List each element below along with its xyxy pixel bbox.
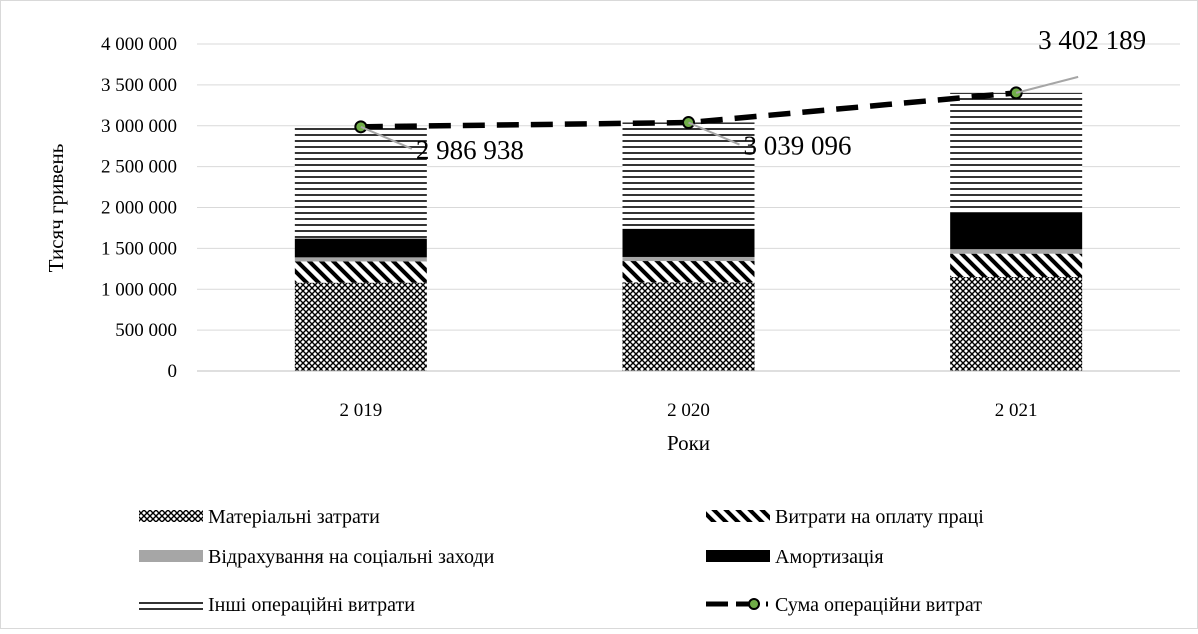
bar-segment-4 <box>622 228 755 257</box>
data-label-leader <box>688 121 740 146</box>
legend-swatch <box>139 550 203 562</box>
legend-item: Інші операційні витрати <box>139 594 415 616</box>
legend-item: Витрати на оплату праці <box>706 506 984 528</box>
bar-segment-3 <box>622 256 755 262</box>
bar-segment-4 <box>294 238 427 258</box>
x-axis-title: Роки <box>667 431 710 455</box>
data-label-leader <box>360 125 413 150</box>
bar-segment-1 <box>950 276 1083 371</box>
bar-segment-5 <box>622 122 755 229</box>
legend-label: Матеріальні затрати <box>208 506 380 528</box>
legend-label: Сума операційни витрат <box>775 594 982 616</box>
bar-segment-3 <box>294 257 427 262</box>
y-tick-label: 3 000 000 <box>101 116 177 137</box>
bar-segment-4 <box>950 212 1083 250</box>
legend-item: Сума операційни витрат <box>706 594 982 616</box>
x-tick-label: 2 019 <box>339 400 382 421</box>
legend-label: Інші операційні витрати <box>208 594 415 616</box>
y-tick-label: 4 000 000 <box>101 34 177 55</box>
y-tick-label: 2 500 000 <box>101 157 177 178</box>
bar-segment-1 <box>294 282 427 371</box>
y-tick-label: 1 500 000 <box>101 238 177 259</box>
total-point <box>354 120 368 134</box>
legend-marker-swatch <box>748 598 760 610</box>
y-axis-title: Тисяч гривень <box>44 144 68 273</box>
bar-segment-2 <box>950 253 1083 277</box>
legend-label: Витрати на оплату праці <box>775 506 984 528</box>
data-label: 3 039 096 <box>744 131 852 161</box>
data-label: 2 986 938 <box>416 135 524 165</box>
legend-label: Відрахування на соціальні заходи <box>208 546 495 568</box>
x-tick-label: 2 020 <box>667 400 710 421</box>
legend-item: Матеріальні затрати <box>139 506 380 528</box>
legend-swatch <box>706 550 770 562</box>
bar-segment-5 <box>950 92 1083 213</box>
y-tick-label: 500 000 <box>115 320 177 341</box>
legend-label: Амортизація <box>775 546 884 568</box>
legend-item: Відрахування на соціальні заходи <box>139 546 495 568</box>
y-tick-label: 3 500 000 <box>101 75 177 96</box>
y-tick-label: 2 000 000 <box>101 198 177 219</box>
x-tick-label: 2 021 <box>995 400 1038 421</box>
y-tick-label: 1 000 000 <box>101 279 177 300</box>
bar-segment-3 <box>950 249 1083 254</box>
data-label-leader <box>1015 75 1079 94</box>
bar-segment-5 <box>294 126 427 239</box>
legend-swatch <box>139 510 203 522</box>
y-tick-label: 0 <box>168 361 178 382</box>
bar-segment-2 <box>294 261 427 283</box>
total-point <box>682 116 695 130</box>
bar-segment-1 <box>622 282 755 371</box>
legend-swatch <box>139 598 203 610</box>
legend-swatch <box>706 510 770 522</box>
data-label: 3 402 189 <box>1038 25 1146 55</box>
bar-segment-2 <box>622 261 755 283</box>
legend-item: Амортизація <box>706 546 884 568</box>
